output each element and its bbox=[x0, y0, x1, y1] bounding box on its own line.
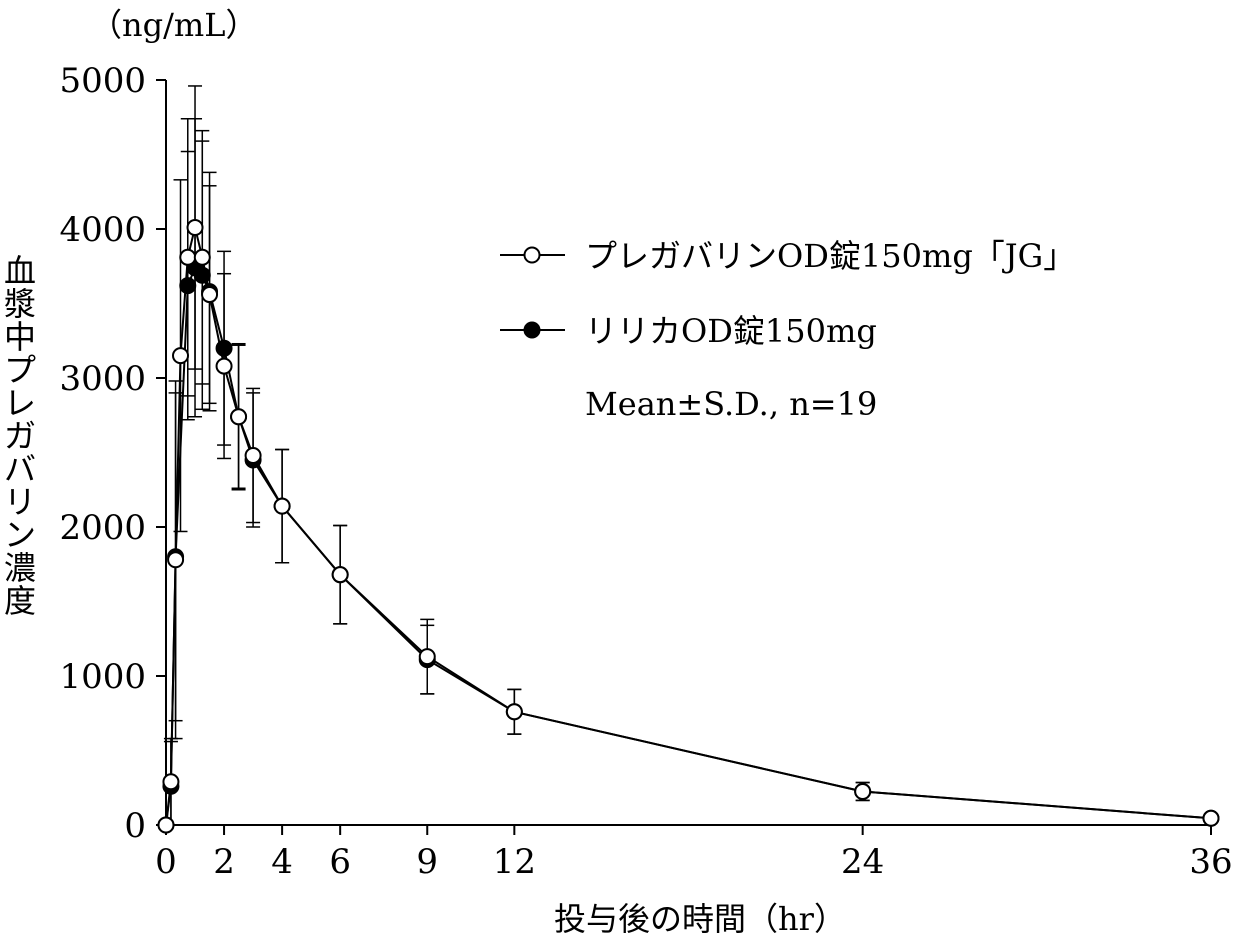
legend-marker bbox=[523, 321, 541, 339]
y-axis-label-char: リ bbox=[4, 483, 36, 521]
data-point-open bbox=[167, 551, 185, 569]
y-axis-label-char: プ bbox=[4, 351, 36, 389]
y-axis-label-char: バ bbox=[4, 450, 36, 488]
series-line bbox=[165, 265, 1212, 826]
y-tick-label: 4000 bbox=[59, 210, 146, 250]
data-point-open bbox=[273, 497, 291, 515]
data-point-open bbox=[179, 248, 197, 266]
x-tick-label: 6 bbox=[329, 842, 351, 882]
data-point-open bbox=[157, 816, 175, 834]
stats-note: Mean±S.D., n=19 bbox=[585, 385, 877, 423]
axes bbox=[165, 80, 1211, 826]
data-point-open bbox=[230, 408, 248, 426]
x-tick-label: 9 bbox=[416, 842, 438, 882]
x-tick-label: 0 bbox=[155, 842, 177, 882]
y-axis-label-char: 濃 bbox=[4, 549, 36, 587]
data-point-filled bbox=[215, 339, 233, 357]
legend-marker bbox=[523, 246, 541, 264]
x-tick-label: 24 bbox=[841, 842, 884, 882]
data-point-open bbox=[244, 446, 262, 464]
y-tick-label: 5000 bbox=[59, 61, 146, 101]
y-axis-label-char: ガ bbox=[4, 417, 36, 455]
data-point-filled bbox=[179, 277, 197, 295]
y-axis-label-char: 血 bbox=[4, 252, 36, 290]
legend: プレガバリンOD錠150mg「JG」リリカOD錠150mg bbox=[500, 237, 1075, 350]
x-tick-label: 12 bbox=[493, 842, 536, 882]
x-tick-label: 2 bbox=[213, 842, 235, 882]
y-tick-label: 3000 bbox=[59, 359, 146, 399]
data-point-open bbox=[505, 703, 523, 721]
x-tick-label: 4 bbox=[271, 842, 293, 882]
y-ticks: 0 1000 2000 3000 4000 5000 bbox=[59, 61, 166, 846]
data-point-open bbox=[1202, 809, 1220, 827]
y-axis-label-char: ン bbox=[4, 516, 36, 554]
data-point-open bbox=[331, 566, 349, 584]
x-ticks: 0 2 4 6 9 12 24 36 bbox=[155, 825, 1233, 882]
y-axis-label-char: レ bbox=[4, 384, 36, 422]
y-axis-label-char: 漿 bbox=[4, 285, 36, 323]
legend-entry: プレガバリンOD錠150mg「JG」 bbox=[585, 237, 1075, 275]
data-point-open bbox=[854, 782, 872, 800]
data-point-open bbox=[172, 347, 190, 365]
y-axis-label-char: 中 bbox=[4, 318, 36, 356]
data-point-open bbox=[215, 357, 233, 375]
x-tick-label: 36 bbox=[1189, 842, 1232, 882]
data-point-filled bbox=[193, 266, 211, 284]
data-point-open bbox=[201, 286, 219, 304]
series-points bbox=[157, 219, 1220, 834]
data-point-open bbox=[186, 219, 204, 237]
y-tick-label: 2000 bbox=[59, 508, 146, 548]
data-point-open bbox=[193, 248, 211, 266]
data-point-open bbox=[418, 648, 436, 666]
y-unit-label: （ng/mL） bbox=[90, 6, 257, 44]
y-tick-label: 0 bbox=[124, 806, 146, 846]
y-axis-label-char: 度 bbox=[4, 582, 36, 620]
x-axis-label: 投与後の時間（hr） bbox=[554, 900, 846, 938]
y-tick-label: 1000 bbox=[59, 657, 146, 697]
legend-entry: リリカOD錠150mg bbox=[585, 312, 877, 350]
data-point-open bbox=[162, 773, 180, 791]
error-bars bbox=[163, 85, 1218, 826]
